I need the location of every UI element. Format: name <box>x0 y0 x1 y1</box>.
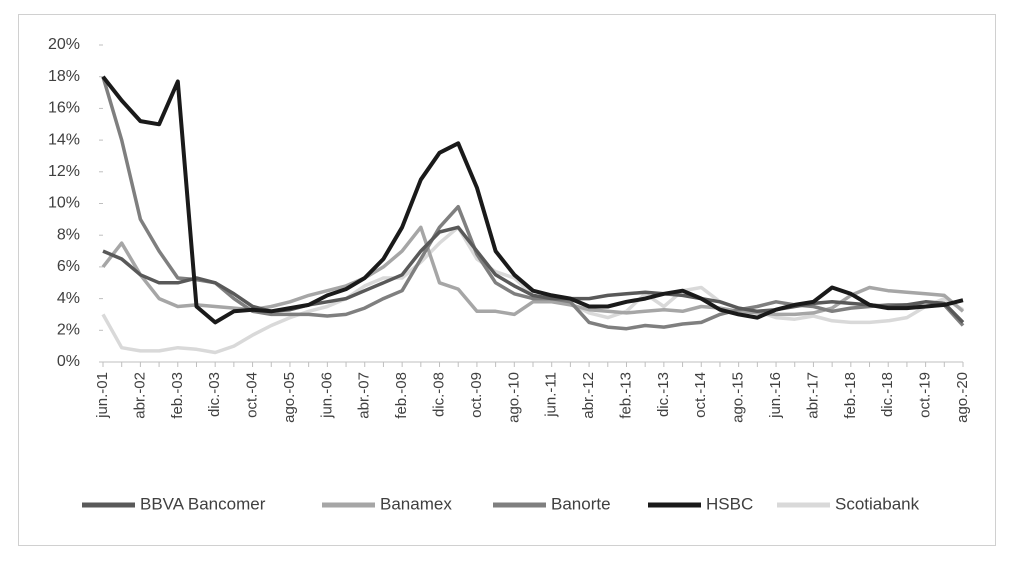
series-line <box>101 76 965 331</box>
x-tick-label: jun.-16 <box>767 372 784 419</box>
y-tick-label: 14% <box>48 131 80 148</box>
legend-label: Banamex <box>380 494 452 513</box>
x-tick-label: ago.-10 <box>505 372 522 423</box>
y-tick-label: 6% <box>57 258 80 275</box>
legend-label: Scotiabank <box>835 494 920 513</box>
x-tick-label: dic.-03 <box>206 372 223 417</box>
y-tick-label: 4% <box>57 290 80 307</box>
y-tick-label: 18% <box>48 68 80 85</box>
x-tick-label: ago.-05 <box>281 372 298 423</box>
y-tick-label: 0% <box>57 353 80 370</box>
x-tick-label: oct.-14 <box>692 372 709 418</box>
x-tick-label: feb.-13 <box>617 372 634 419</box>
y-tick-label: 10% <box>48 195 80 212</box>
y-tick-label: 8% <box>57 226 80 243</box>
y-tick-label: 12% <box>48 163 80 180</box>
x-tick-label: jun.-01 <box>94 372 111 419</box>
x-tick-label: feb.-03 <box>169 372 186 419</box>
x-tick-label: dic.-18 <box>879 372 896 417</box>
x-tick-label: abr.-12 <box>580 372 597 419</box>
x-tick-label: abr.-17 <box>804 372 821 419</box>
x-tick-label: jun.-06 <box>318 372 335 419</box>
x-tick-label: ago.-20 <box>954 372 971 423</box>
legend-label: BBVA Bancomer <box>140 494 266 513</box>
x-tick-label: dic.-13 <box>655 372 672 417</box>
legend-label: Banorte <box>551 494 611 513</box>
x-tick-label: abr.-07 <box>356 372 373 419</box>
x-tick-label: oct.-04 <box>244 372 261 418</box>
series-line <box>101 75 964 325</box>
x-tick-label: feb.-08 <box>393 372 410 419</box>
x-tick-label: feb.-18 <box>842 372 859 419</box>
x-tick-label: abr.-02 <box>131 372 148 419</box>
legend-label: HSBC <box>706 494 753 513</box>
x-tick-label: oct.-09 <box>468 372 485 418</box>
x-tick-label: ago.-15 <box>730 372 747 423</box>
x-tick-label: oct.-19 <box>917 372 934 418</box>
x-tick-label: dic.-08 <box>430 372 447 417</box>
y-tick-label: 20% <box>48 36 80 53</box>
y-tick-label: 2% <box>57 322 80 339</box>
series-line <box>102 225 965 324</box>
x-tick-label: jun.-11 <box>543 372 560 418</box>
y-tick-label: 16% <box>48 100 80 117</box>
